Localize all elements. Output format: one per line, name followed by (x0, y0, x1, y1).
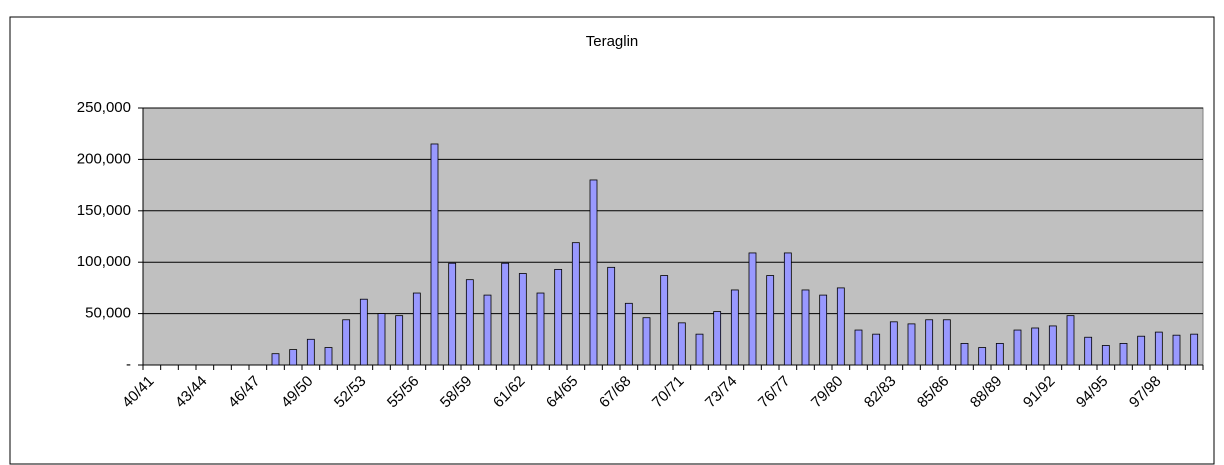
bar (607, 266, 616, 366)
bar (836, 287, 845, 366)
bar (359, 298, 368, 366)
bar (783, 252, 792, 366)
y-tick-label: 100,000 (77, 253, 131, 270)
bar (1172, 334, 1181, 366)
bar (395, 315, 404, 366)
bar (995, 343, 1004, 366)
bar (677, 322, 686, 366)
bar (925, 319, 934, 366)
bar (501, 262, 510, 366)
bar (324, 347, 333, 366)
bar (1048, 325, 1057, 366)
bar (872, 333, 881, 366)
bar (819, 294, 828, 366)
bar (430, 143, 439, 366)
bar (766, 275, 775, 366)
bar (465, 279, 474, 366)
bar (448, 262, 457, 366)
bar (801, 289, 810, 366)
bar (978, 347, 987, 366)
bar (483, 294, 492, 366)
bar (518, 273, 527, 366)
bar (571, 242, 580, 366)
bar (377, 313, 386, 366)
bar (960, 343, 969, 366)
bar (942, 319, 951, 366)
chart-title: Teraglin (586, 33, 639, 50)
bar (1190, 333, 1199, 366)
bar (1137, 335, 1146, 366)
bar (1119, 343, 1128, 366)
y-tick-label: 150,000 (77, 202, 131, 219)
bar (1101, 345, 1110, 366)
plot-area (142, 107, 1204, 366)
bar (907, 323, 916, 366)
bar (695, 333, 704, 366)
bar (306, 338, 315, 366)
bar (412, 292, 421, 366)
y-tick-label: 50,000 (85, 305, 131, 322)
bar (748, 252, 757, 366)
bar (730, 289, 739, 366)
bar (713, 311, 722, 366)
bar (1013, 329, 1022, 366)
bar (854, 329, 863, 366)
bar (624, 302, 633, 366)
bar (271, 353, 280, 366)
bar (660, 275, 669, 366)
bar (642, 317, 651, 366)
y-tick-label: 250,000 (77, 99, 131, 116)
bar (554, 268, 563, 366)
bar (289, 349, 298, 366)
bar (536, 292, 545, 366)
y-tick-label: - (126, 356, 131, 373)
bar (889, 321, 898, 366)
bar (342, 319, 351, 366)
bar (1031, 327, 1040, 366)
y-tick-label: 200,000 (77, 150, 131, 167)
bar (589, 179, 598, 366)
bar (1084, 336, 1093, 366)
bar (1154, 331, 1163, 366)
bar (1066, 315, 1075, 366)
